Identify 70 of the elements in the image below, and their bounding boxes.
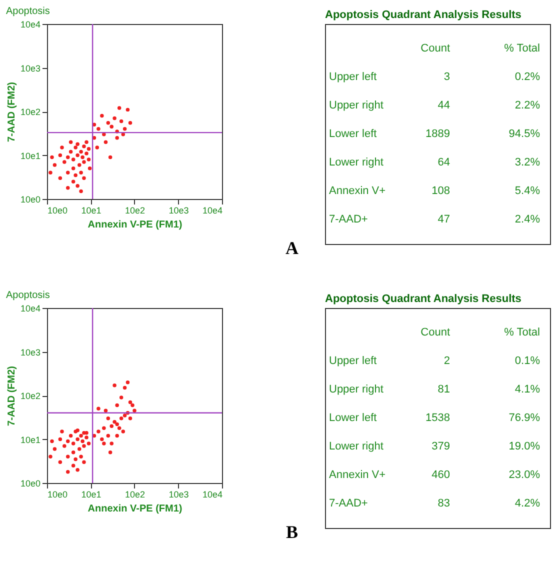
y-tick-label: 10e2: [20, 107, 40, 117]
data-label: 5.4%: [514, 185, 540, 198]
x-tick-label: 10e2: [124, 206, 146, 216]
category-label: 7-AAD+: [329, 214, 368, 226]
chart-title: Apoptosis: [6, 6, 50, 17]
data-label: 1889: [426, 128, 450, 140]
data-label: 3.2%: [514, 156, 540, 169]
data-label: 2.2%: [514, 99, 540, 112]
category-label: Lower left: [329, 412, 377, 424]
category-label: Upper left: [329, 354, 377, 367]
category-label: 7-AAD+: [329, 498, 368, 510]
text: Apoptosis Quadrant Analysis Results: [325, 293, 522, 305]
chart-title: Apoptosis: [6, 290, 50, 301]
data-label: 3: [444, 70, 450, 83]
x-tick-label: 10e1: [81, 206, 102, 216]
y-axis-title: 7-AAD (FM2): [6, 82, 18, 142]
x-tick-label: 10e4: [202, 206, 222, 216]
x-tick-label: 10e0: [48, 490, 68, 500]
y-tick-label: 10e0: [20, 478, 40, 488]
data-label: 23.0%: [508, 469, 540, 482]
x-tick-label: 10e3: [168, 490, 189, 500]
data-label: 460: [432, 469, 450, 482]
data-label: 47: [438, 214, 450, 226]
text: % Total: [504, 326, 540, 338]
text: B: [286, 522, 298, 542]
data-label: 2: [444, 354, 450, 367]
y-tick-label: 10e2: [20, 391, 40, 401]
data-label: 0.1%: [514, 354, 540, 367]
text: Apoptosis Quadrant Analysis Results: [325, 9, 522, 21]
category-label: Lower right: [329, 156, 384, 169]
data-label: 64: [438, 156, 450, 169]
category-label: Upper left: [329, 70, 377, 83]
data-label: 4.1%: [514, 383, 540, 396]
data-label: 44: [438, 99, 450, 112]
data-label: 0.2%: [514, 70, 540, 83]
category-label: Annexin V+: [329, 185, 386, 198]
data-label: 108: [432, 185, 450, 198]
data-label: 2.4%: [514, 214, 540, 226]
data-label: 76.9%: [508, 412, 540, 424]
y-tick-label: 10e1: [20, 434, 40, 445]
x-tick-label: 10e1: [81, 490, 102, 500]
y-axis-title: 7-AAD (FM2): [6, 366, 18, 426]
y-tick-label: 10e4: [20, 20, 40, 30]
data-label: 19.0%: [508, 440, 540, 453]
data-label: 4.2%: [514, 498, 540, 510]
x-tick-label: 10e3: [168, 206, 189, 216]
category-label: Lower right: [329, 440, 384, 453]
text: Count: [420, 42, 450, 54]
y-tick-label: 10e3: [20, 347, 40, 358]
category-label: Annexin V+: [329, 469, 386, 482]
y-tick-label: 10e0: [20, 194, 40, 204]
category-label: Upper right: [329, 383, 384, 396]
y-tick-label: 10e4: [20, 304, 40, 314]
x-axis-title: Annexin V-PE (FM1): [88, 504, 182, 514]
data-label: 1538: [426, 412, 450, 424]
data-label: 94.5%: [508, 128, 540, 140]
x-tick-label: 10e2: [124, 490, 146, 500]
y-tick-label: 10e1: [20, 150, 40, 161]
text: A: [286, 238, 298, 258]
data-label: 83: [438, 498, 450, 510]
category-label: Lower left: [329, 128, 377, 140]
x-tick-label: 10e4: [202, 490, 222, 500]
text: Count: [420, 326, 450, 338]
text: % Total: [504, 42, 540, 54]
data-label: 81: [438, 383, 450, 396]
y-tick-label: 10e3: [20, 63, 40, 74]
category-label: Upper right: [329, 99, 384, 112]
x-axis-title: Annexin V-PE (FM1): [88, 220, 182, 230]
x-tick-label: 10e0: [48, 206, 68, 216]
data-label: 379: [432, 440, 450, 453]
